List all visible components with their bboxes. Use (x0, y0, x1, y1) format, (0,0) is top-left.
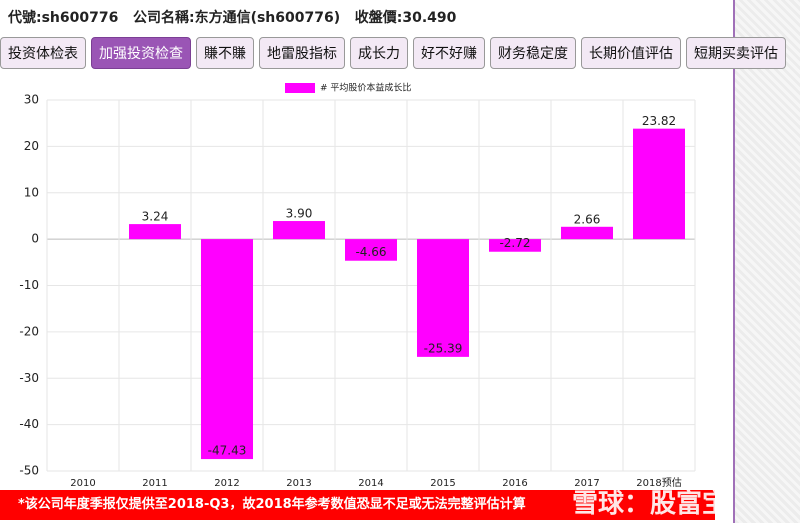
tab[interactable]: 賺不賺 (196, 37, 254, 69)
bar (345, 239, 397, 261)
y-tick-label: 20 (24, 139, 39, 153)
x-tick-label: 2010 (70, 478, 95, 489)
bar (129, 224, 181, 240)
y-tick-label: -20 (19, 324, 39, 338)
bar (273, 221, 325, 240)
tab[interactable]: 好不好赚 (413, 37, 485, 69)
x-tick-label: 2016 (502, 478, 527, 489)
watermark: 雪球：股富宝 (572, 489, 729, 519)
bar (561, 226, 613, 240)
data-label: 3.24 (142, 210, 169, 224)
bar (417, 239, 469, 357)
y-tick-label: -10 (19, 278, 39, 292)
tab[interactable]: 长期价值评估 (581, 37, 681, 69)
y-tick-label: -50 (19, 464, 39, 478)
y-tick-label: 0 (31, 232, 39, 246)
x-tick-label: 2013 (286, 478, 311, 489)
legend-swatch (285, 83, 315, 93)
tab[interactable]: 短期买卖评估 (686, 37, 786, 69)
bar (201, 239, 253, 460)
x-tick-label: 2012 (214, 478, 239, 489)
side-panel (733, 0, 800, 523)
x-tick-label: 2018预估 (636, 476, 681, 489)
y-tick-label: 10 (24, 185, 39, 199)
bar (633, 128, 685, 240)
y-tick-label: 30 (24, 93, 39, 107)
x-tick-label: 2014 (358, 478, 383, 489)
tab[interactable]: 成长力 (350, 37, 408, 69)
legend-label: # 平均股价本益成长比 (320, 82, 411, 94)
footnote: *该公司年度季报仅提供至2018-Q3，故2018年参考数值恐显不足或无法完整评… (0, 490, 715, 520)
data-label: -25.39 (424, 341, 463, 355)
y-tick-label: -40 (19, 417, 39, 431)
data-label: -47.43 (208, 444, 247, 458)
tab[interactable]: 投资体检表 (0, 37, 86, 69)
tab[interactable]: 财务稳定度 (490, 37, 576, 69)
y-tick-label: -30 (19, 371, 39, 385)
data-label: 23.82 (642, 114, 676, 128)
tab[interactable]: 地雷股指标 (259, 37, 345, 69)
tab-bar: 投资体检表 加强投资检查 賺不賺 地雷股指标 成长力 好不好赚 财务稳定度 长期价值评估 短期买… (0, 37, 786, 69)
x-tick-label: 2015 (430, 478, 455, 489)
stock-header: 代號:sh600776 公司名稱:东方通信(sh600776) 收盤價:30.4… (8, 10, 457, 26)
data-label: 2.66 (574, 212, 601, 226)
x-tick-label: 2017 (574, 478, 599, 489)
data-label: 3.90 (286, 207, 313, 221)
chart: -50 -40 -30 -20 -10 0 10 20 30 # 平均股价本益成长比 2010 201… (19, 82, 696, 489)
tab[interactable]: 加强投资检查 (91, 37, 191, 69)
data-label: -2.72 (499, 236, 530, 250)
bar (489, 239, 541, 252)
x-tick-label: 2011 (142, 478, 167, 489)
data-label: -4.66 (355, 245, 386, 259)
